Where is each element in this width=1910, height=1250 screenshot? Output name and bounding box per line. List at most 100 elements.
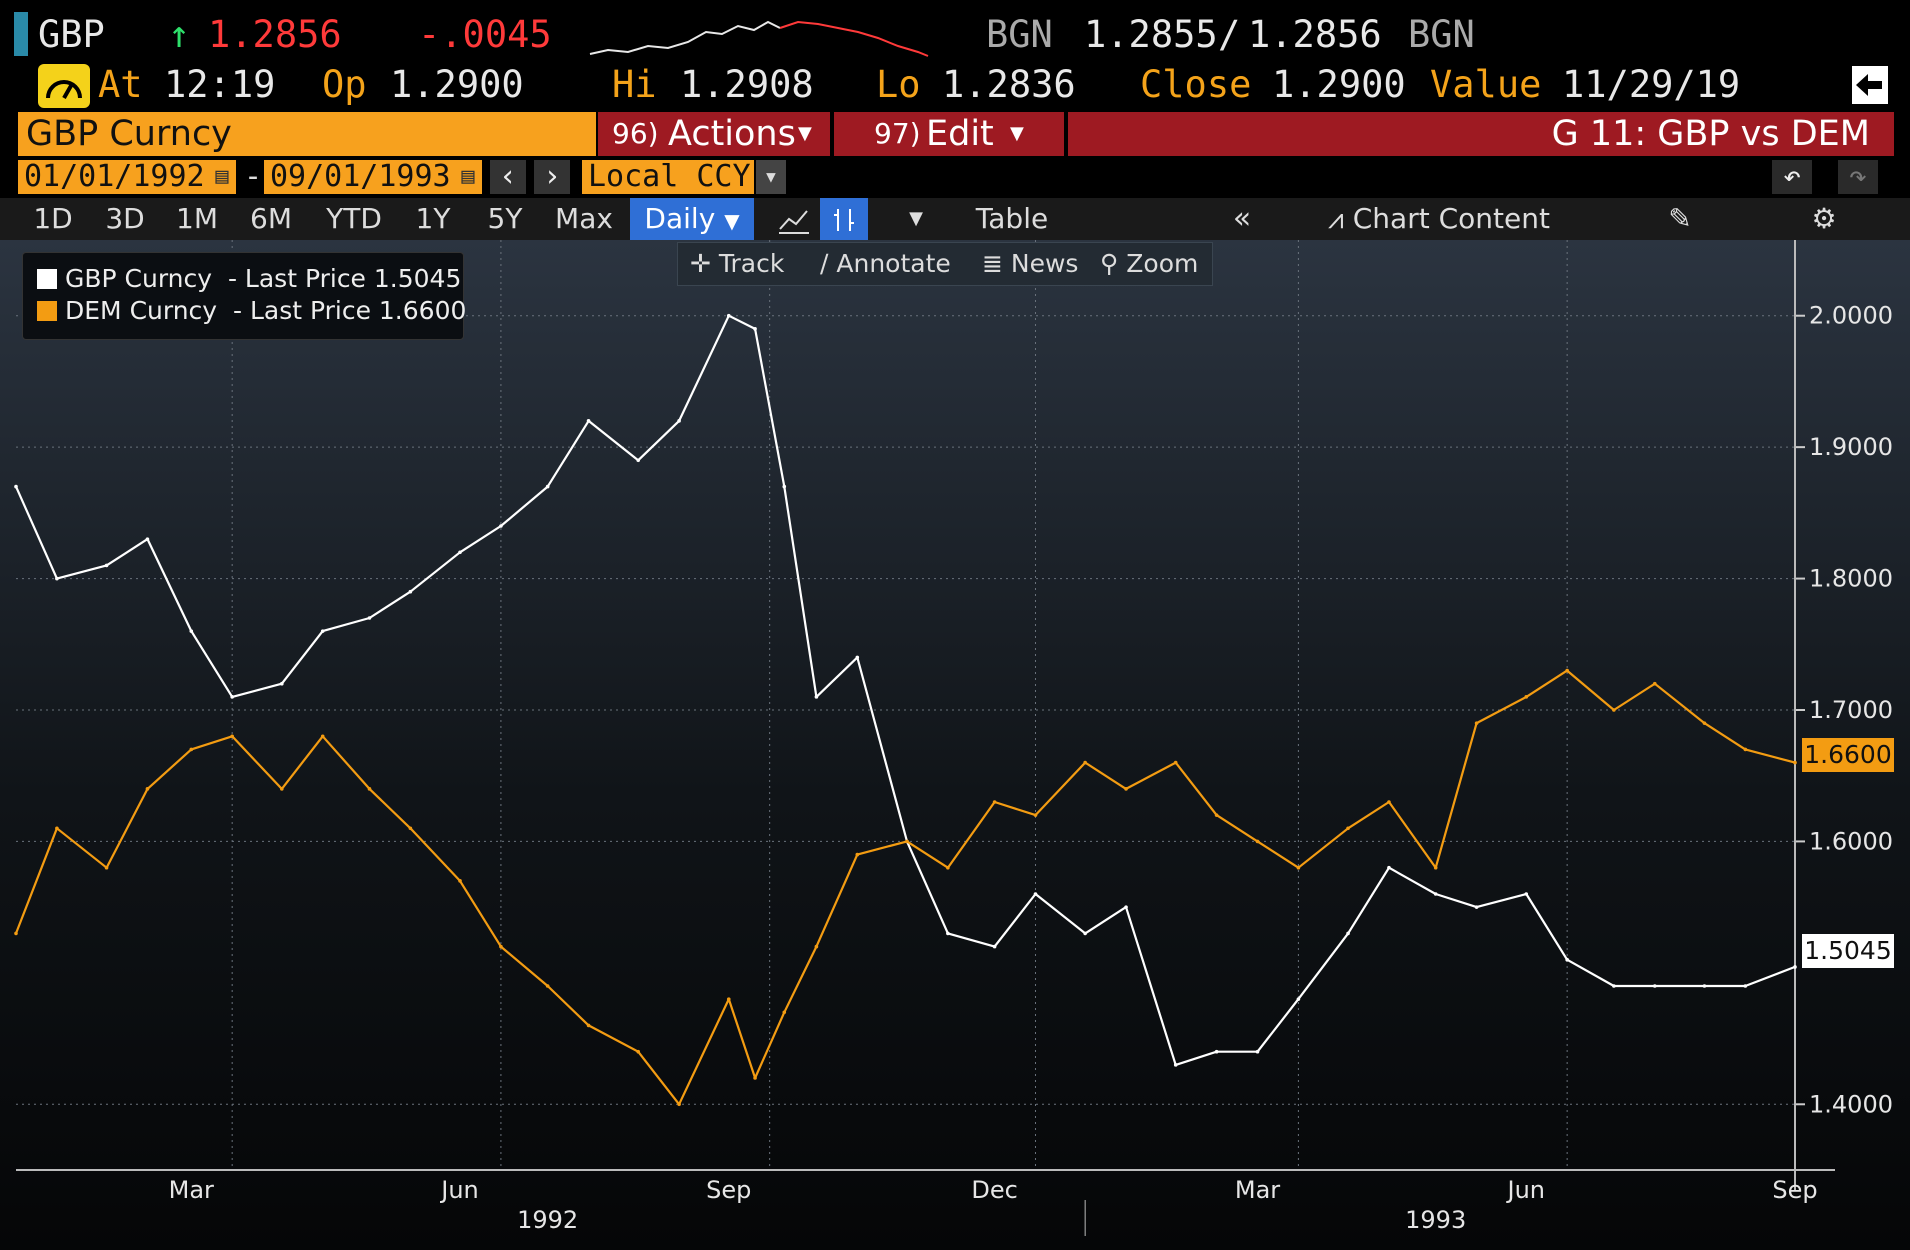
frequency-select[interactable]: Daily ▼ (630, 198, 754, 240)
data-point (586, 419, 591, 423)
data-point (1124, 905, 1128, 909)
x-year-label: 1993 (1405, 1206, 1466, 1234)
data-point (1346, 931, 1350, 936)
period-1d[interactable]: 1D (33, 202, 73, 235)
calendar-icon[interactable]: ▤ (454, 160, 482, 194)
zoom-label: Zoom (1126, 249, 1199, 278)
x-tick-label: Mar (169, 1176, 214, 1204)
collapse-icon[interactable]: « (1232, 201, 1252, 236)
chevron-down-icon[interactable]: ▼ (756, 160, 786, 194)
zoom-button[interactable]: ⚲ Zoom (1100, 243, 1198, 285)
legend-label-dem: DEM Curncy - Last Price 1.6600 (65, 296, 467, 325)
period-max[interactable]: Max (555, 202, 613, 235)
y-tick-label: 1.4000 (1809, 1090, 1893, 1118)
close-label: Close (1140, 63, 1252, 106)
start-date-field[interactable]: 01/01/1992 (18, 160, 208, 194)
table-button[interactable]: Table (975, 202, 1049, 235)
security-field[interactable]: GBP Curncy (18, 112, 596, 156)
data-point (189, 747, 194, 752)
data-point (104, 865, 109, 870)
chart-content-icon: ⩘ (1328, 202, 1353, 235)
news-button[interactable]: ≣ News (982, 243, 1078, 285)
chevron-down-icon[interactable]: ▼ (909, 208, 923, 229)
data-point (1612, 984, 1616, 988)
data-point (1387, 865, 1391, 870)
data-point (545, 484, 550, 489)
bar-chart-icon[interactable] (820, 198, 868, 240)
value-label: Value (1430, 63, 1542, 106)
data-point (814, 944, 819, 949)
low-label: Lo (876, 63, 921, 106)
legend-item-gbp[interactable]: GBP Curncy - Last Price 1.5045 (37, 263, 461, 295)
price-chart[interactable]: 2.0000 1.9000 1.8000 1.7000 1.6000 1.4000 Mar J… (0, 240, 1910, 1250)
line-chart-icon[interactable] (772, 198, 816, 240)
next-period-button[interactable]: › (534, 160, 570, 194)
data-point (104, 563, 109, 568)
data-point (636, 1049, 641, 1054)
data-point (1793, 760, 1797, 765)
chevron-down-icon: ▼ (1010, 123, 1024, 144)
y-tick-label: 1.8000 (1809, 565, 1893, 593)
actions-menu[interactable]: 96) Actions ▼ (598, 112, 830, 156)
data-point (14, 484, 18, 489)
data-point (458, 550, 462, 555)
legend-item-dem[interactable]: DEM Curncy - Last Price 1.6600 (37, 295, 466, 327)
period-6m[interactable]: 6M (250, 202, 292, 235)
data-point (55, 576, 59, 581)
at-label: At (98, 63, 143, 106)
gear-icon[interactable]: ⚙ (1811, 202, 1837, 235)
chart-legend[interactable]: GBP Curncy - Last Price 1.5045 DEM Curnc… (22, 252, 466, 340)
ask-price: 1.2856 (1248, 13, 1382, 56)
calendar-icon[interactable]: ▤ (208, 160, 236, 194)
gbp-price-tag: 1.5045 (1802, 934, 1894, 968)
series-line-dem (14, 669, 1796, 1106)
data-point (145, 537, 150, 541)
edit-chart-icon[interactable]: ✎ (1668, 202, 1692, 235)
data-point (367, 787, 372, 791)
period-5y[interactable]: 5Y (487, 202, 523, 235)
chart-toolbar (0, 198, 1910, 240)
end-date-field[interactable]: 09/01/1993 (264, 160, 454, 194)
data-point (1173, 1063, 1178, 1067)
data-point (1474, 905, 1479, 909)
chart-title: G 11: GBP vs DEM (1551, 114, 1870, 154)
data-point (230, 695, 234, 699)
data-point (855, 655, 860, 660)
data-point (1743, 984, 1748, 988)
bid-price: 1.2855 (1084, 13, 1218, 56)
period-1m[interactable]: 1M (176, 202, 218, 235)
export-icon[interactable] (1852, 66, 1888, 104)
chart-area[interactable]: 2.0000 1.9000 1.8000 1.7000 1.6000 1.4000 Mar J… (0, 240, 1910, 1250)
period-ytd[interactable]: YTD (326, 202, 382, 235)
track-button[interactable]: ✛ Track (690, 243, 784, 285)
data-point (408, 826, 413, 831)
undo-icon[interactable]: ↶ (1772, 160, 1812, 194)
period-1y[interactable]: 1Y (415, 202, 451, 235)
redo-icon[interactable]: ↷ (1838, 160, 1878, 194)
data-point (1793, 965, 1797, 969)
data-point (1652, 984, 1657, 988)
annotate-button[interactable]: ∕ Annotate (820, 243, 951, 285)
data-point (636, 458, 641, 463)
speedometer-icon[interactable] (38, 64, 90, 108)
chart-title-bar: G 11: GBP vs DEM (1068, 112, 1894, 156)
y-tick-label: 1.6000 (1809, 827, 1893, 855)
data-point (1124, 787, 1128, 791)
security-name: GBP Curncy (26, 114, 232, 154)
end-date: 09/01/1993 (270, 159, 451, 194)
data-point (1702, 984, 1707, 988)
actions-number: 96) (612, 117, 659, 150)
high-label: Hi (612, 63, 657, 106)
x-tick-label: Sep (1772, 1176, 1817, 1204)
chart-content-label: Chart Content (1352, 202, 1550, 235)
sparkline (589, 20, 929, 57)
period-3d[interactable]: 3D (105, 202, 145, 235)
data-point (753, 1076, 757, 1080)
data-point (1612, 708, 1616, 712)
y-tick-label: 2.0000 (1809, 302, 1893, 330)
prev-period-button[interactable]: ‹ (490, 160, 526, 194)
data-point (1433, 865, 1438, 870)
chart-content-button[interactable]: ⩘ Chart Content (1324, 198, 1554, 240)
edit-menu[interactable]: 97) Edit ▼ (834, 112, 1064, 156)
currency-select[interactable]: Local CCY (582, 160, 754, 194)
